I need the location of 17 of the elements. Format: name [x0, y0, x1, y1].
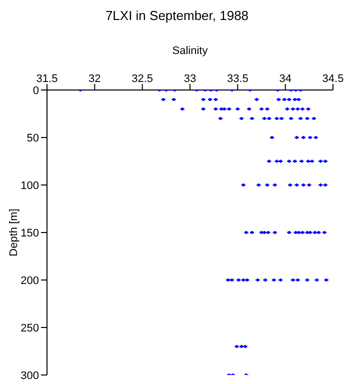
y-tick-label: 150: [20, 227, 39, 240]
x-tick-label: 31.5: [36, 73, 58, 85]
y-tick-label: 200: [20, 274, 39, 287]
x-axis-title: Salinity: [172, 44, 208, 57]
x-tick-label: 33: [184, 73, 196, 85]
chart-title: 7LXI in September, 1988: [104, 8, 250, 23]
x-tick-label: 33.5: [226, 73, 248, 85]
x-tick-label: 34.5: [322, 73, 344, 85]
y-tick-label: 300: [20, 370, 39, 382]
y-tick-label: 0: [32, 84, 39, 97]
x-tick-label: 32.5: [132, 73, 154, 85]
y-tick-label: 100: [20, 180, 39, 192]
x-tick-label: 34: [279, 73, 292, 85]
y-tick-label: 250: [20, 322, 39, 334]
x-tick-label: 32: [88, 73, 101, 85]
y-tick-label: 50: [26, 132, 39, 144]
y-axis-title: Depth [m]: [8, 208, 20, 256]
